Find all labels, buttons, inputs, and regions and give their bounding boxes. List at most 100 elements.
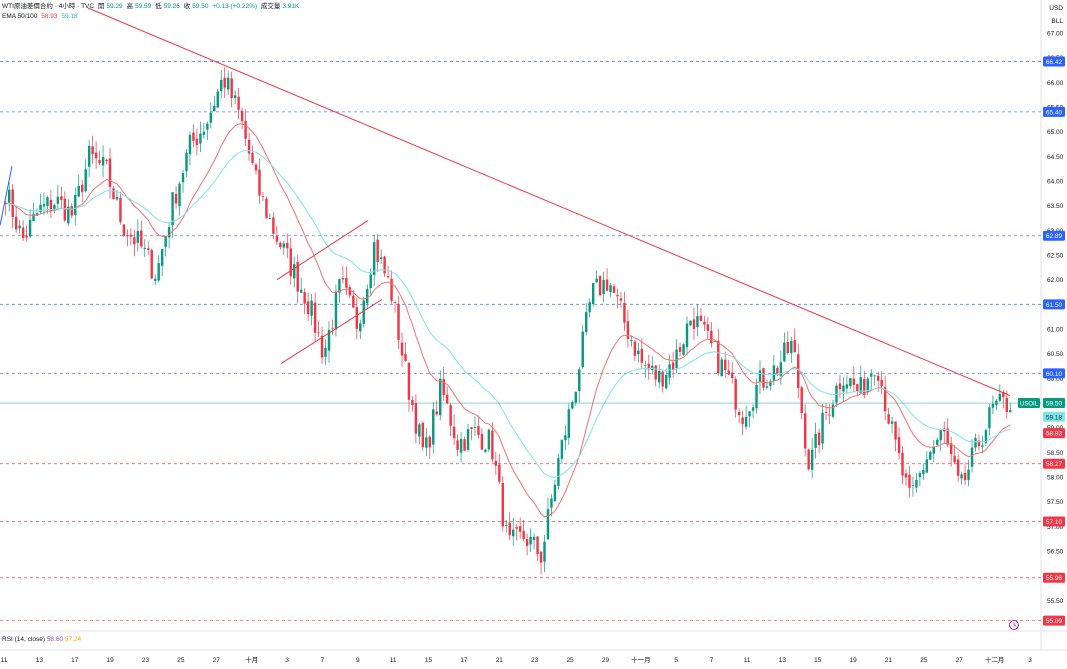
y-tick-label-23: 67.00 xyxy=(1047,30,1064,37)
candle-body xyxy=(626,321,630,339)
level-tag-label-3: 61.50 xyxy=(1046,302,1063,309)
candle-body xyxy=(609,285,612,293)
candle-body xyxy=(911,485,915,487)
y-tick-label-18: 64.50 xyxy=(1047,154,1064,161)
candle-body xyxy=(192,132,195,141)
candle-body xyxy=(202,131,206,135)
candle-body xyxy=(797,354,800,389)
x-tick-label-18: 十一月 xyxy=(631,655,651,664)
candles-group xyxy=(4,67,1012,575)
y-tick-label-5: 58.00 xyxy=(1047,475,1064,482)
candle-body xyxy=(932,446,936,454)
candle-body xyxy=(366,288,369,304)
y-tick-label-19: 65.00 xyxy=(1047,129,1064,136)
candle-body xyxy=(678,347,682,352)
candle-body xyxy=(960,474,963,479)
candle-body xyxy=(216,91,219,108)
y-tick-label-10: 60.50 xyxy=(1047,351,1064,358)
candle-body xyxy=(386,276,390,278)
candle-body xyxy=(956,459,960,476)
candle-body xyxy=(456,440,459,450)
candle-body xyxy=(310,300,313,316)
candle-body xyxy=(849,378,852,387)
candle-body xyxy=(682,344,685,355)
level-tag-0 xyxy=(1043,56,1065,67)
ema-tag-0 xyxy=(1043,411,1065,422)
candle-body xyxy=(341,278,345,280)
candle-body xyxy=(515,527,518,529)
y-tick-label-13: 62.00 xyxy=(1047,277,1064,284)
candle-body xyxy=(748,411,751,417)
candle-body xyxy=(831,404,835,417)
candle-body xyxy=(320,335,324,358)
candle-body xyxy=(473,427,477,428)
candle-body xyxy=(418,424,421,437)
candle-body xyxy=(817,432,821,446)
current-price-label: 59.50 xyxy=(1046,401,1063,408)
candle-body xyxy=(838,383,842,390)
candle-body xyxy=(720,359,723,377)
candle-body xyxy=(713,341,717,342)
candle-body xyxy=(324,347,327,357)
candle-body xyxy=(484,449,487,452)
candle-body xyxy=(883,387,887,412)
candle-body xyxy=(501,482,505,527)
candle-body xyxy=(887,414,890,424)
level-tag-label-2: 62.89 xyxy=(1046,233,1063,240)
candle-body xyxy=(769,381,772,386)
candle-body xyxy=(355,307,359,329)
candle-body xyxy=(18,225,21,229)
x-tick-label-10: 9 xyxy=(356,657,360,664)
candle-body xyxy=(772,365,776,381)
candle-body xyxy=(42,204,46,207)
rsi-value-1: 58.60 xyxy=(46,636,64,643)
x-tick-label-9: 7 xyxy=(321,657,325,664)
candle-body xyxy=(199,133,202,144)
candle-body xyxy=(890,421,894,424)
channel-lower-line xyxy=(280,298,383,364)
candle-body xyxy=(991,403,995,408)
candle-body xyxy=(407,362,411,400)
candle-body xyxy=(529,536,532,545)
candle-body xyxy=(39,204,42,213)
candle-body xyxy=(532,536,536,540)
y-tick-label-0: 55.50 xyxy=(1047,598,1064,605)
candle-body xyxy=(213,106,216,112)
candle-body xyxy=(741,417,744,424)
x-tick-label-14: 21 xyxy=(496,657,504,664)
candle-body xyxy=(946,428,949,445)
candle-body xyxy=(522,530,525,540)
candle-body xyxy=(188,134,192,155)
candle-body xyxy=(953,455,956,463)
candle-body xyxy=(98,160,101,164)
candle-body xyxy=(157,263,160,281)
candle-body xyxy=(922,469,925,475)
candle-body xyxy=(640,348,644,363)
x-tick-label-24: 19 xyxy=(849,657,857,664)
candle-body xyxy=(821,412,824,444)
currency-label[interactable]: USD xyxy=(1049,5,1063,12)
candle-body xyxy=(511,529,515,537)
y-tick-label-9: 60.00 xyxy=(1047,376,1064,383)
unit-label[interactable]: BLL xyxy=(1051,18,1063,25)
candle-body xyxy=(925,459,929,473)
level-tag-5 xyxy=(1043,458,1065,469)
candle-body xyxy=(32,213,35,222)
candle-body xyxy=(60,196,63,201)
x-tick-label-4: 23 xyxy=(142,657,150,664)
candle-body xyxy=(91,146,94,154)
level-tag-label-8: 55.09 xyxy=(1046,618,1063,625)
candle-body xyxy=(108,158,112,187)
candle-body xyxy=(452,426,456,439)
y-tick-label-14: 62.50 xyxy=(1047,252,1064,259)
candle-body xyxy=(164,236,167,247)
candle-body xyxy=(411,399,414,406)
candle-body xyxy=(195,138,199,146)
candle-body xyxy=(279,242,282,248)
candle-body xyxy=(480,433,484,450)
candle-body xyxy=(845,384,849,389)
candle-body xyxy=(261,196,265,198)
rsi-legend: RSI (14, close) 58.60 57.24 xyxy=(2,636,81,643)
x-tick-label-15: 23 xyxy=(531,657,539,664)
